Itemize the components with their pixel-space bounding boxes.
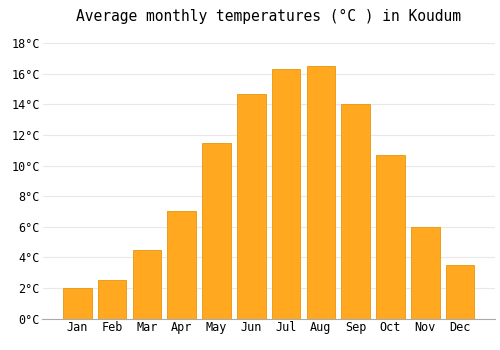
Bar: [306, 66, 335, 318]
Bar: [63, 288, 92, 319]
Bar: [342, 104, 370, 319]
Bar: [132, 250, 161, 318]
Bar: [168, 211, 196, 318]
Bar: [237, 94, 266, 318]
Bar: [411, 227, 440, 318]
Bar: [202, 143, 231, 318]
Bar: [446, 265, 474, 318]
Title: Average monthly temperatures (°C ) in Koudum: Average monthly temperatures (°C ) in Ko…: [76, 9, 461, 24]
Bar: [98, 280, 126, 318]
Bar: [376, 155, 405, 318]
Bar: [272, 69, 300, 318]
